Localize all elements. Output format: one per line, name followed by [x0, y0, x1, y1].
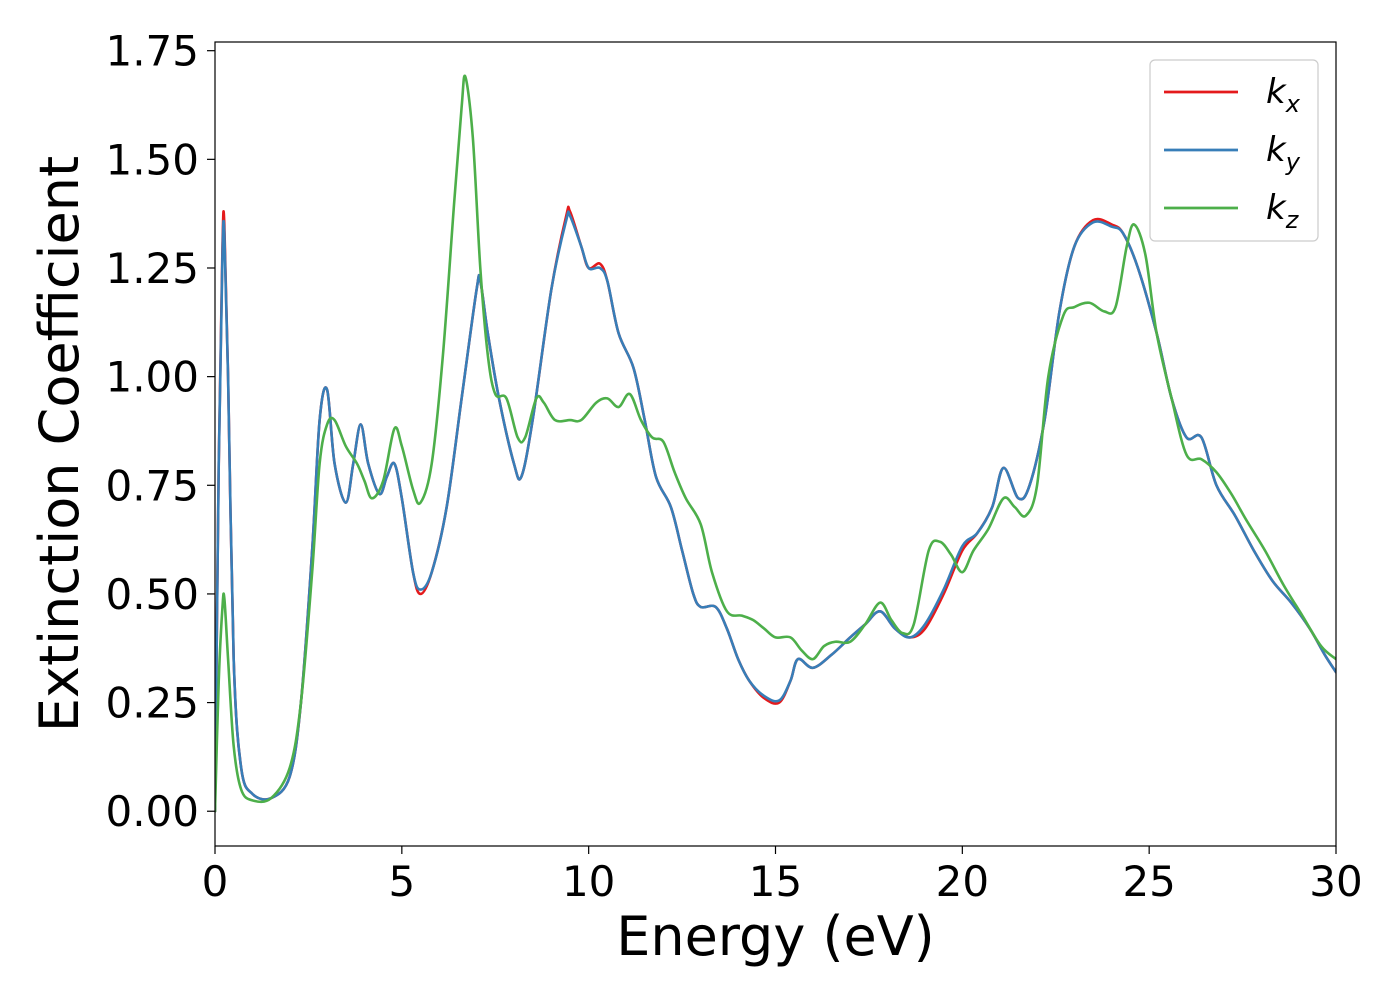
y-axis-label: Extinction Coefficient	[28, 156, 91, 732]
legend: kx ky kz	[1149, 59, 1319, 242]
y-tick-label: 0.00	[105, 787, 199, 836]
x-tick-label: 0	[202, 857, 229, 906]
legend-label-x: kx	[1266, 72, 1301, 118]
x-axis: 0 5 10 15 20 25 30	[202, 846, 1363, 906]
y-tick-label: 1.00	[105, 353, 199, 402]
x-tick-label: 25	[1122, 857, 1175, 906]
legend-label-z: kz	[1266, 188, 1300, 234]
y-tick-label: 0.75	[105, 461, 199, 510]
x-tick-label: 10	[562, 857, 615, 906]
series-line-k-z	[215, 74, 1336, 813]
y-tick-label: 0.50	[105, 570, 199, 619]
y-tick-label: 1.25	[105, 244, 199, 293]
x-tick-label: 30	[1309, 857, 1362, 906]
y-axis: 0.00 0.25 0.50 0.75 1.00 1.25 1.50 1.75	[105, 27, 215, 836]
x-axis-label: Energy (eV)	[616, 905, 935, 968]
y-tick-label: 1.75	[105, 27, 199, 76]
x-tick-label: 20	[936, 857, 989, 906]
y-tick-label: 0.25	[105, 679, 199, 728]
series-line-k-x	[215, 205, 1336, 813]
x-tick-label: 5	[388, 857, 415, 906]
x-tick-label: 15	[749, 857, 802, 906]
series-line-k-y	[215, 210, 1336, 813]
plot-lines	[215, 74, 1336, 813]
legend-label-y: ky	[1266, 130, 1301, 176]
y-tick-label: 1.50	[105, 135, 199, 184]
